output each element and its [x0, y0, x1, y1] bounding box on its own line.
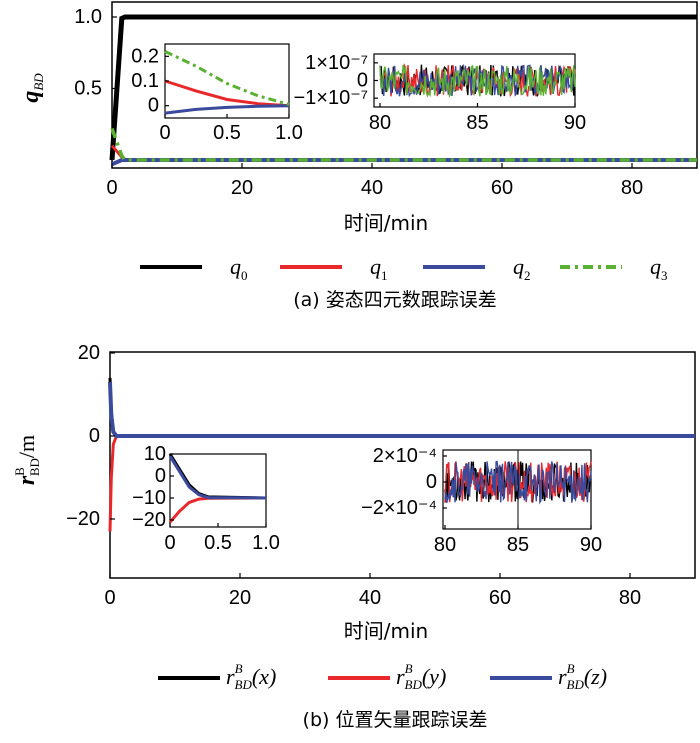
- panel-a-inset-early-series-2: [164, 50, 290, 106]
- panel-b-x-ticks: 0 20 40 60 80: [104, 573, 641, 609]
- panel-b-xlabel: 时间/min: [344, 619, 428, 643]
- panel-b-ytick-label: −20: [66, 508, 100, 530]
- panel-a-ytick-label: 1.0: [74, 6, 102, 28]
- panel-b-series-group: [108, 377, 695, 532]
- panel-a-inset-late-ytick-label: 1×10⁻⁷: [305, 52, 368, 74]
- panel-b-caption: (b) 位置矢量跟踪误差: [303, 709, 488, 731]
- panel-a-inset-early-series-0: [164, 79, 290, 108]
- panel-b-xtick-label: 0: [104, 587, 115, 609]
- panel-b-ytick-label: 20: [78, 342, 100, 364]
- panel-a-xtick-label: 40: [361, 177, 383, 199]
- panel-b-series-2: [108, 382, 695, 438]
- panel-a-y-ticks: 0.5 1.0: [74, 6, 117, 100]
- panel-b-legend: rB BD(x) rB BD(y) rB BD(z): [158, 661, 607, 692]
- panel-a-inset-late-xtick-label: 85: [466, 112, 488, 134]
- panel-a-series-group: [109, 14, 697, 167]
- panel-a-inset-early-ytick-label: 0.2: [131, 45, 159, 67]
- panel-a-legend: q0 q1 q2 q3: [140, 254, 668, 283]
- panel-a-ylabel: qBD: [18, 73, 46, 103]
- panel-a-x-ticks: 0 20 40 60 80: [106, 163, 643, 199]
- panel-a-inset-early-ytick-label: 0.1: [131, 70, 159, 92]
- panel-a-series-2: [111, 158, 697, 167]
- panel-b-xtick-label: 20: [229, 587, 251, 609]
- panel-a-plot-frame: [111, 1, 698, 169]
- panel-a-series-0: [109, 14, 697, 161]
- panel-a-quaternion-error: 0 20 40 60 80 0.5 1.0 0 0.5 1.0 0 0.1 0.2 80 85 90 1×…: [18, 1, 698, 311]
- panel-b-inset-late: 80 85 90 2×10⁻⁴ 0 −2×10⁻⁴: [361, 445, 602, 556]
- panel-b-xtick-label: 80: [619, 587, 641, 609]
- panel-b-inset-late-ytick-label: 0: [426, 471, 437, 493]
- panel-b-legend-label-2: rB BD(z): [558, 661, 607, 692]
- panel-a-inset-early: 0 0.5 1.0 0 0.1 0.2: [131, 45, 303, 144]
- panel-b-ylabel: rBBD/m: [12, 435, 42, 485]
- panel-a-legend-label-2: q2: [513, 254, 531, 283]
- panel-b-xtick-label: 60: [489, 587, 511, 609]
- panel-b-inset-early-xtick-label: 1.0: [252, 532, 280, 554]
- panel-a-xlabel: 时间/min: [344, 211, 428, 235]
- panel-a-inset-early-xtick-label: 1.0: [275, 122, 303, 144]
- panel-a-xtick-label: 60: [491, 177, 513, 199]
- panel-b-inset-late-xtick-label: 90: [580, 534, 602, 556]
- panel-a-caption: (a) 姿态四元数跟踪误差: [293, 289, 497, 311]
- panel-a-xtick-label: 80: [621, 177, 643, 199]
- panel-a-inset-late-ytick-label: 0: [357, 70, 368, 92]
- panel-b-ytick-label: 0: [89, 425, 100, 447]
- panel-b-y-ticks: 20 0 −20: [66, 342, 115, 530]
- panel-b-inset-early-ytick-label: 10: [144, 443, 166, 465]
- panel-a-series-3: [110, 127, 697, 162]
- panel-b-legend-label-0: rB BD(x): [226, 661, 276, 692]
- panel-b-inset-early-frame: [169, 453, 267, 528]
- panel-b-inset-early-series-2: [168, 455, 267, 500]
- panel-b-inset-late-ytick-label: −2×10⁻⁴: [361, 497, 437, 519]
- panel-a-legend-label-1: q1: [370, 254, 388, 283]
- panel-b-inset-early-xtick-label: 0: [164, 532, 175, 554]
- panel-a-xtick-label: 20: [231, 177, 253, 199]
- panel-b-inset-late-ytick-label: 2×10⁻⁴: [373, 445, 437, 467]
- panel-a-inset-late-xtick-label: 80: [369, 112, 391, 134]
- panel-b-inset-early-xtick-label: 0.5: [204, 532, 232, 554]
- panel-a-inset-early-xtick-label: 0.5: [213, 122, 241, 144]
- panel-a-inset-late-ytick-label: −1×10⁻⁷: [293, 87, 368, 109]
- svg-text:rBBD/m: rBBD/m: [12, 435, 42, 485]
- panel-a-inset-late-noise-series-3: [379, 64, 576, 99]
- panel-b-series-0: [108, 377, 695, 438]
- panel-a-legend-label-3: q3: [650, 254, 668, 283]
- panel-a-inset-early-ytick-label: 0: [148, 95, 159, 117]
- panel-a-legend-label-0: q0: [230, 254, 248, 283]
- panel-b-inset-early-ytick-label: 0: [155, 465, 166, 487]
- panel-b-xtick-label: 40: [359, 587, 381, 609]
- panel-a-ytick-label: 0.5: [74, 78, 102, 100]
- panel-b-inset-late-xtick-label: 80: [434, 534, 456, 556]
- panel-b-inset-late-xtick-label: 85: [507, 534, 529, 556]
- panel-a-series-1: [110, 144, 697, 162]
- panel-b-plot-frame: [109, 351, 696, 579]
- panel-b-inset-early-ytick-label: −10: [132, 487, 166, 509]
- panel-a-inset-late-xtick-label: 90: [564, 112, 586, 134]
- panel-a-xtick-label: 0: [106, 177, 117, 199]
- panel-a-inset-early-xtick-label: 0: [159, 122, 170, 144]
- panel-a-inset-early-series-1: [164, 104, 290, 115]
- panel-b-legend-label-1: rB BD(y): [396, 661, 446, 692]
- panel-a-inset-late: 80 85 90 1×10⁻⁷0−1×10⁻⁷: [293, 52, 586, 134]
- panel-b-inset-early-ytick-label: −20: [132, 509, 166, 531]
